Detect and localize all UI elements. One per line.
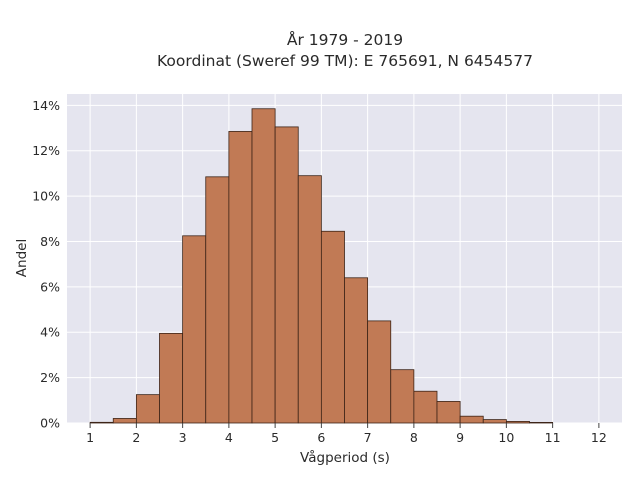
histogram-bar [390, 369, 415, 424]
histogram-bar [367, 320, 392, 424]
x-tick-label: 11 [545, 430, 561, 445]
x-axis-label: Vågperiod (s) [300, 449, 390, 466]
y-axis-label: Andel [14, 239, 30, 277]
histogram-bar [413, 390, 438, 424]
x-tick-label: 7 [364, 430, 372, 445]
histogram-bar [159, 332, 184, 424]
x-axis-ticks: 1 2 3 4 5 6 7 8 9 10 11 12 [86, 423, 607, 445]
histogram-bar [344, 277, 369, 424]
histogram-bar [112, 418, 137, 424]
histogram-bar [459, 415, 484, 424]
x-tick-label: 6 [317, 430, 325, 445]
x-tick-label: 5 [271, 430, 279, 445]
x-tick-label: 1 [86, 430, 94, 445]
y-tick-label: 6% [40, 279, 60, 294]
y-tick-label: 4% [40, 325, 60, 340]
x-tick-label: 10 [498, 430, 514, 445]
chart-title-line-1: År 1979 - 2019 [287, 30, 403, 49]
x-tick-label: 9 [456, 430, 464, 445]
histogram-bar [297, 175, 322, 424]
y-tick-label: 0% [40, 416, 60, 431]
bars [89, 108, 554, 424]
y-tick-label: 14% [32, 98, 60, 113]
x-tick-label: 12 [591, 430, 607, 445]
histogram-bar [505, 421, 530, 424]
y-tick-label: 2% [40, 370, 60, 385]
histogram-bar [320, 230, 345, 424]
histogram-bar [482, 419, 507, 424]
y-axis-ticks: 0% 2% 4% 6% 8% 10% 12% 14% [32, 98, 60, 431]
x-tick-label: 8 [410, 430, 418, 445]
histogram-bar [89, 421, 114, 424]
histogram-bar [182, 235, 207, 424]
y-tick-label: 10% [32, 189, 60, 204]
histogram-bar [274, 126, 299, 424]
y-tick-label: 8% [40, 234, 60, 249]
histogram-bar [436, 401, 461, 424]
histogram-bar [529, 421, 554, 424]
histogram-bar [205, 176, 230, 424]
histogram-bar [135, 394, 160, 424]
x-tick-label: 4 [225, 430, 233, 445]
y-tick-label: 12% [32, 143, 60, 158]
histogram-bar [251, 108, 276, 424]
histogram-bar [228, 131, 253, 424]
x-tick-label: 2 [132, 430, 140, 445]
x-tick-label: 3 [179, 430, 187, 445]
chart-title-line-2: Koordinat (Sweref 99 TM): E 765691, N 64… [157, 52, 533, 70]
